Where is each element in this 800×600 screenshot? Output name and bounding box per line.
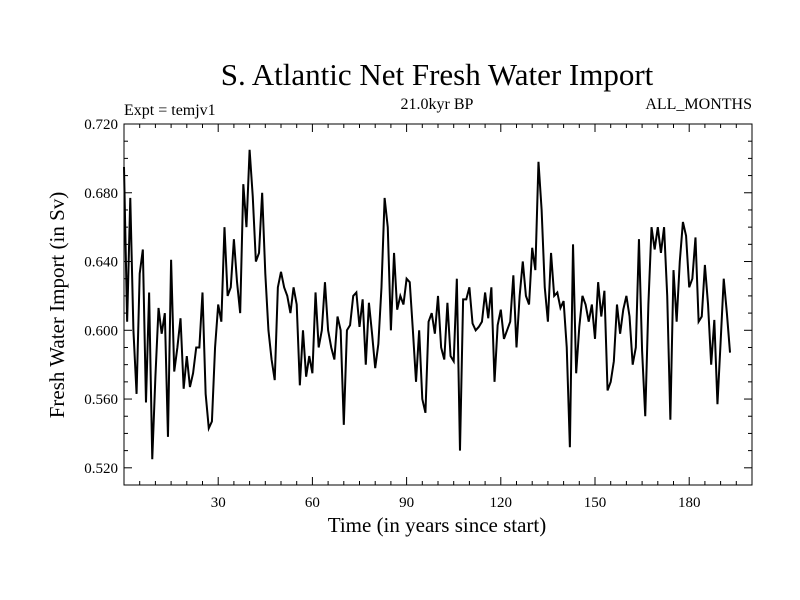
chart-subtitle-left: Expt = temjv1 bbox=[124, 102, 216, 119]
series-line bbox=[123, 149, 732, 460]
chart-subtitle-center: 21.0kyr BP bbox=[401, 96, 474, 113]
x-axis-label: Time (in years since start) bbox=[328, 513, 547, 537]
x-tick-label: 90 bbox=[399, 495, 414, 511]
y-tick-label: 0.520 bbox=[84, 461, 118, 477]
y-tick-label: 0.680 bbox=[84, 186, 118, 202]
series-layer bbox=[123, 149, 732, 460]
y-tick-label: 0.720 bbox=[84, 117, 118, 133]
x-tick-label: 120 bbox=[490, 495, 513, 511]
y-tick-label: 0.640 bbox=[84, 255, 118, 271]
y-tick-label: 0.600 bbox=[84, 323, 118, 339]
x-tick-label: 30 bbox=[211, 495, 226, 511]
chart-subtitle-right: ALL_MONTHS bbox=[645, 96, 752, 113]
y-tick-label: 0.560 bbox=[84, 392, 118, 408]
plot-frame bbox=[123, 123, 753, 486]
y-axis-label: Fresh Water Import (in Sv) bbox=[45, 192, 69, 419]
x-tick-label: 150 bbox=[584, 495, 607, 511]
x-tick-label: 180 bbox=[678, 495, 701, 511]
x-tick-label: 60 bbox=[305, 495, 320, 511]
chart-title: S. Atlantic Net Fresh Water Import bbox=[221, 57, 654, 92]
y-axis-ticks: 0.520 0.560 0.600 0.640 0.680 0.720 bbox=[84, 117, 752, 477]
x-axis-ticks: 30 60 90 120 150 180 bbox=[139, 124, 737, 511]
